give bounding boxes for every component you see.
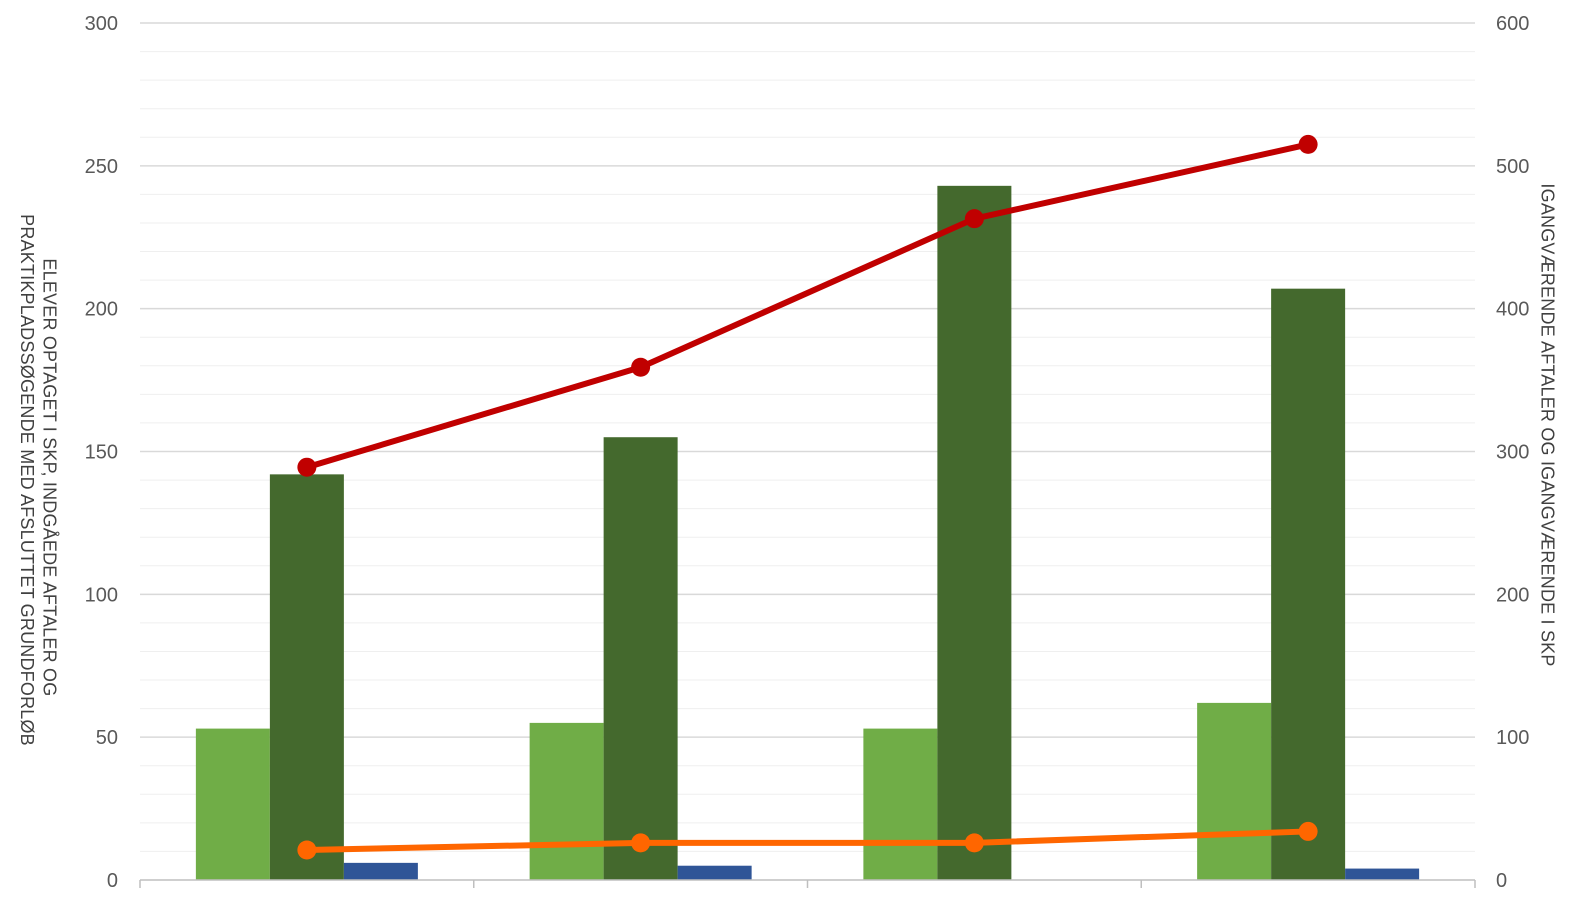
- left-axis-title-line-1: ELEVER OPTAGET I SKP, INDGÅEDE AFTALER O…: [40, 258, 60, 696]
- line-series-1-point-4: [1298, 134, 1318, 154]
- bar-series-2-cat-4: [1271, 288, 1346, 880]
- line-series-2-point-4: [1298, 821, 1318, 841]
- bar-series-1-cat-4: [1197, 702, 1272, 880]
- bar-series-1-cat-3: [863, 728, 938, 880]
- left-axis-title-line-2: PRAKTIKPLADSSØGENDE MED AFSLUTTET GRUNDF…: [17, 214, 37, 746]
- left-axis-title: ELEVER OPTAGET I SKP, INDGÅEDE AFTALER O…: [17, 214, 60, 746]
- right-tick-label: 100: [1496, 727, 1529, 749]
- line-series-1-point-3: [964, 209, 984, 229]
- line-series-2-point-2: [631, 833, 651, 853]
- bar-series-2-cat-3: [937, 185, 1012, 880]
- line-series-1-point-2: [631, 357, 651, 377]
- left-tick-label: 200: [85, 299, 118, 321]
- gridlines: [140, 22, 1475, 852]
- left-tick-label: 250: [85, 156, 118, 178]
- line-series: [297, 134, 1318, 860]
- left-tick-label: 0: [107, 870, 118, 892]
- right-axis-title: IGANGVÆRENDE AFTALER OG IGANGVÆRENDE I S…: [1538, 183, 1558, 666]
- bar-series-3-cat-2: [677, 865, 752, 880]
- bar-series-3-cat-4: [1345, 868, 1420, 880]
- axes: [139, 879, 1476, 888]
- right-tick-label: 500: [1496, 156, 1529, 178]
- right-tick-label: 0: [1496, 870, 1507, 892]
- line-series-2-point-3: [964, 833, 984, 853]
- left-tick-label: 300: [85, 13, 118, 35]
- bar-series-2-cat-1: [269, 474, 344, 880]
- line-series-2: [303, 828, 1312, 854]
- bar-series-1-cat-1: [195, 728, 270, 880]
- line-series-1-point-1: [297, 457, 317, 477]
- right-tick-label: 600: [1496, 13, 1529, 35]
- right-axis-ticks: 0 100 200 300 400 500 600: [1496, 13, 1529, 892]
- left-tick-label: 100: [85, 584, 118, 606]
- right-tick-label: 200: [1496, 584, 1529, 606]
- bar-series-3-cat-1: [343, 862, 418, 880]
- left-axis-ticks: 0 50 100 150 200 250 300: [85, 13, 118, 892]
- bar-series-1-cat-2: [529, 722, 604, 880]
- bar-series-2-cat-2: [603, 437, 678, 880]
- right-tick-label: 300: [1496, 442, 1529, 464]
- right-tick-label: 400: [1496, 299, 1529, 321]
- left-tick-label: 150: [85, 442, 118, 464]
- left-tick-label: 50: [96, 727, 118, 749]
- line-series-2-point-1: [297, 840, 317, 860]
- bars: [195, 185, 1420, 880]
- line-series-1: [303, 141, 1312, 471]
